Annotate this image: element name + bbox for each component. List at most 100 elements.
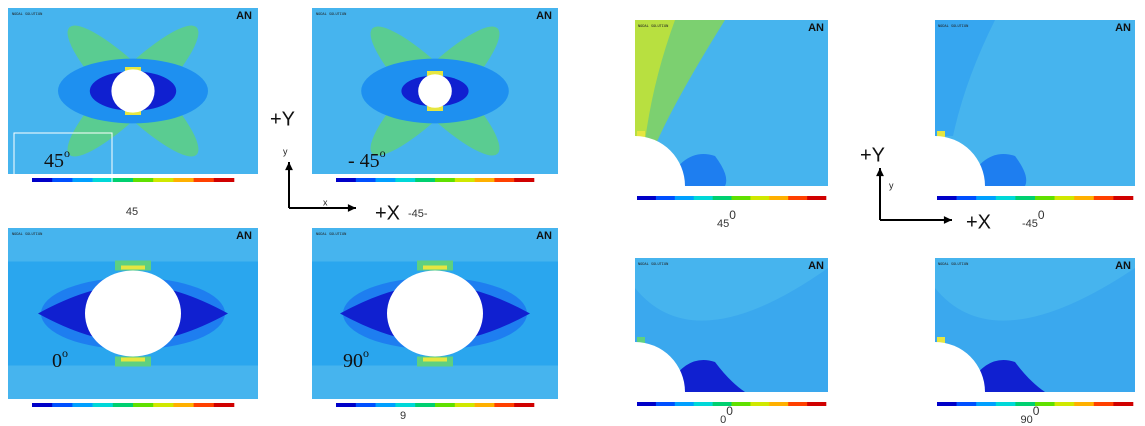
axis-x-label: +X [375,202,400,224]
axis-note-main: -45 [1022,218,1038,230]
color-bar-segment [72,178,93,182]
caption-sup: 0 [729,208,736,222]
color-bar-segment [455,403,475,407]
color-bar-segment [32,403,53,407]
color-bar-segment [475,178,495,182]
color-bar-segment [356,178,376,182]
color-bar-segment [376,403,396,407]
color-bar-segment [937,402,957,406]
panel-logo: AN [536,230,552,242]
caption-sup: 0 [1033,404,1040,418]
color-bar-segment [214,178,235,182]
color-bar-segment [133,403,154,407]
color-bar-segment [976,196,996,200]
panel-logo: AN [808,22,824,34]
color-bar-segment [675,402,694,406]
color-bar-segment [769,196,788,200]
color-bar-segment [395,178,415,182]
color-bar-segment [675,196,694,200]
color-bar-segment [1113,402,1133,406]
color-bar-segment [937,196,957,200]
color-bar-segment [656,402,675,406]
caption: 900 [1021,404,1040,426]
panel-label-sup: o [363,346,369,360]
axis-y-label: +Y [270,108,295,130]
panel-logo: AN [1115,260,1131,272]
color-bar-segment [996,196,1016,200]
color-bar-segment [153,403,174,407]
color-bar-segment [750,402,769,406]
color-bar-segment [732,402,751,406]
color-bar-segment [957,196,977,200]
color-bar-segment [1015,196,1035,200]
color-bar-segment [1094,196,1114,200]
panel-label-main: 90 [343,350,363,372]
arrow-head [285,162,293,170]
axis-note-sup: 0 [1038,208,1045,222]
color-bar-segment [494,178,514,182]
axis-y-small: y [283,146,288,156]
axis-note: -45- [408,208,428,220]
color-bar-segment [1113,196,1133,200]
color-bar-segment [732,196,751,200]
color-bar-segment [976,402,996,406]
axis-y-label: +Y [860,144,885,166]
color-bar-segment [996,402,1016,406]
contour-hot [121,358,145,362]
caption-main: 90 [1021,414,1033,426]
color-bar-segment [173,403,194,407]
color-bar-segment [957,402,977,406]
color-bar-segment [336,403,356,407]
color-bar-segment [807,196,826,200]
color-bar-segment [769,402,788,406]
color-bar-segment [356,403,376,407]
color-bar-segment [514,403,534,407]
axis-x-label: +X [966,211,991,233]
color-bar-segment [694,196,713,200]
panel-logo: AN [536,10,552,22]
arrow-head [876,168,884,176]
panel-info: NODAL SOLUTION [316,232,346,236]
color-bar-segment [194,403,215,407]
color-bar-segment [435,178,455,182]
panel-info: NODAL SOLUTION [316,12,346,16]
color-bar-segment [1055,402,1075,406]
contour-hot [423,358,447,362]
arrow-head [944,216,952,224]
color-bar-segment [656,196,675,200]
color-bar-segment [173,178,194,182]
color-bar-segment [415,178,435,182]
panel-logo: AN [808,260,824,272]
color-bar-segment [72,403,93,407]
hole [418,74,452,108]
color-bar-segment [395,403,415,407]
color-bar-segment [153,178,174,182]
panel-logo: AN [1115,22,1131,34]
caption-main: 45 [717,218,729,230]
color-bar-segment [52,178,72,182]
color-bar-segment [336,178,356,182]
contour-hot [423,266,447,270]
color-bar-segment [637,196,656,200]
color-bar-segment [214,403,235,407]
panel-label-main: 0 [52,350,62,372]
panel-info: NODAL SOLUTION [638,262,668,266]
panel-info: NODAL SOLUTION [12,12,42,16]
hole [387,271,483,357]
panel-info: NODAL SOLUTION [12,232,42,236]
color-bar-segment [1074,402,1094,406]
caption: 45 [126,206,138,218]
panel-label-sup: o [380,146,386,160]
axis-x-small: x [323,197,328,207]
color-bar-segment [435,403,455,407]
color-bar-segment [694,402,713,406]
color-bar-segment [637,402,656,406]
color-bar-segment [788,196,807,200]
color-bar-segment [32,178,53,182]
caption: 450 [717,208,736,230]
color-bar-segment [93,403,114,407]
arrow-head [348,204,356,212]
color-bar-segment [93,178,114,182]
color-bar-segment [807,402,826,406]
color-bar-segment [133,178,154,182]
